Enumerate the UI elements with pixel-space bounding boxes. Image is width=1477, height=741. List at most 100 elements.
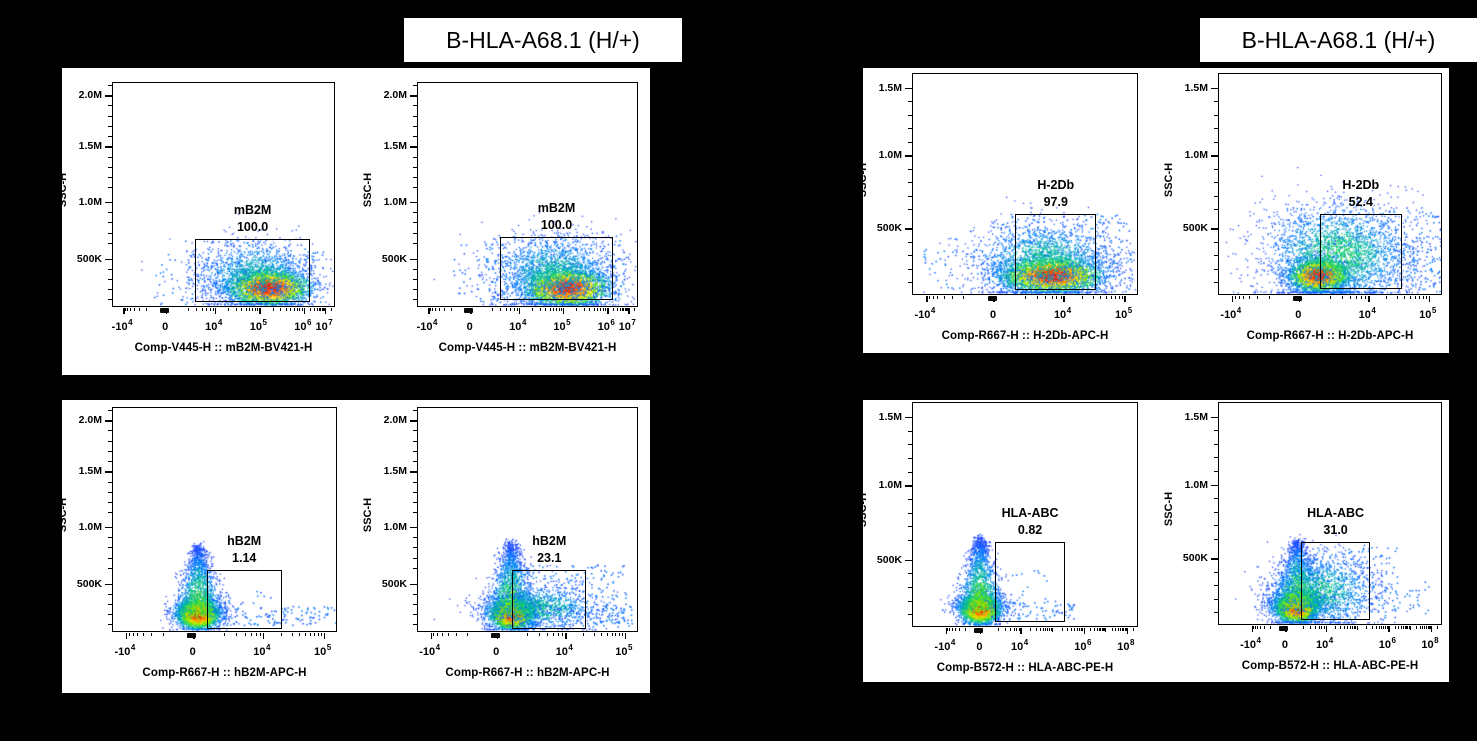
y-minor-tick xyxy=(108,547,112,549)
x-minor-tick xyxy=(932,296,934,299)
x-minor-tick xyxy=(255,633,257,636)
x-minor-tick xyxy=(1375,626,1377,629)
y-minor-tick xyxy=(1214,101,1218,103)
x-minor-tick xyxy=(437,633,439,636)
y-minor-tick xyxy=(908,195,912,197)
y-minor-tick xyxy=(413,624,417,626)
x-minor-tick xyxy=(1409,626,1411,630)
y-minor-tick xyxy=(1214,282,1218,284)
x-minor-tick xyxy=(1385,626,1387,629)
y-minor-tick xyxy=(908,268,912,270)
x-tick-label: 104 xyxy=(1054,306,1071,321)
x-minor-tick xyxy=(151,633,153,636)
x-tick-mantissa: 0 xyxy=(976,641,983,653)
y-major-tick xyxy=(410,420,417,422)
x-minor-tick xyxy=(310,308,312,311)
y-minor-tick xyxy=(108,105,112,107)
y-minor-tick xyxy=(1214,443,1218,445)
y-axis-title: SSC-H xyxy=(362,497,374,533)
x-minor-tick xyxy=(951,628,953,631)
y-minor-tick xyxy=(1214,195,1218,197)
x-tick-mantissa: 0 xyxy=(1295,309,1302,321)
y-major-tick xyxy=(1211,228,1218,230)
x-minor-tick xyxy=(320,633,322,636)
x-major-tick xyxy=(628,308,630,314)
x-minor-tick xyxy=(560,308,562,311)
x-axis-title: Comp-B572-H :: HLA-ABC-PE-H xyxy=(936,662,1114,674)
x-minor-tick xyxy=(139,308,141,311)
x-minor-tick xyxy=(1124,628,1126,631)
x-minor-tick xyxy=(209,308,211,311)
y-minor-tick xyxy=(108,176,112,178)
y-minor-tick xyxy=(108,512,112,514)
x-minor-tick xyxy=(613,308,615,311)
y-tick-label: 2.0M xyxy=(78,414,102,427)
x-minor-tick xyxy=(1334,626,1336,629)
y-minor-tick xyxy=(413,105,417,107)
y-minor-tick xyxy=(413,604,417,606)
x-minor-tick xyxy=(162,633,164,636)
y-minor-tick xyxy=(108,593,112,595)
x-minor-tick xyxy=(310,633,312,636)
x-minor-tick xyxy=(589,308,591,311)
x-tick-mantissa: 10 xyxy=(509,321,522,333)
y-minor-tick xyxy=(908,498,912,500)
x-minor-tick xyxy=(937,296,939,299)
x-tick-label: 108 xyxy=(1421,636,1438,651)
y-minor-tick xyxy=(108,232,112,234)
y-minor-tick xyxy=(413,430,417,432)
x-tick-label: -104 xyxy=(417,318,438,333)
x-minor-tick xyxy=(323,308,325,311)
y-minor-tick xyxy=(1214,585,1218,587)
y-minor-tick xyxy=(413,547,417,549)
y-minor-tick xyxy=(413,491,417,493)
x-minor-tick xyxy=(593,633,595,636)
gate-population-label: hB2M xyxy=(227,534,262,549)
y-minor-tick xyxy=(1214,598,1218,600)
x-axis-zero-tick-cluster xyxy=(159,308,169,313)
x-tick-exponent: 4 xyxy=(1023,638,1029,647)
x-minor-tick xyxy=(201,308,203,311)
x-minor-tick xyxy=(553,308,555,311)
x-minor-tick xyxy=(1111,628,1113,631)
x-minor-tick xyxy=(1268,296,1270,299)
x-minor-tick xyxy=(441,633,443,636)
x-minor-tick xyxy=(132,633,134,636)
x-minor-tick xyxy=(491,308,493,311)
x-minor-tick xyxy=(1133,628,1135,631)
y-minor-tick xyxy=(413,512,417,514)
x-minor-tick xyxy=(290,308,292,311)
y-axis-title: SSC-H xyxy=(362,172,374,208)
gate-rect xyxy=(1300,541,1371,621)
x-minor-tick xyxy=(954,628,956,631)
x-major-tick xyxy=(1368,296,1370,302)
y-tick-label: 1.5M xyxy=(1184,410,1208,423)
x-minor-tick xyxy=(1383,626,1385,629)
y-major-tick xyxy=(105,526,112,529)
y-tick-label: 500K xyxy=(1182,222,1208,235)
y-minor-tick xyxy=(108,187,112,189)
x-minor-tick xyxy=(1249,296,1251,299)
x-minor-tick xyxy=(1118,296,1120,299)
x-tick-label: 104 xyxy=(1359,306,1376,321)
x-minor-tick xyxy=(617,308,619,311)
density-scatter-canvas xyxy=(113,408,336,631)
x-major-tick xyxy=(323,633,325,639)
gate-population-label: HLA-ABC xyxy=(1001,505,1059,520)
gate-rect xyxy=(206,570,282,629)
y-minor-tick xyxy=(413,567,417,569)
x-tick-exponent: 7 xyxy=(631,318,636,327)
x-tick-exponent: 4 xyxy=(266,643,271,652)
y-minor-tick xyxy=(413,222,417,224)
y-minor-tick xyxy=(413,85,417,87)
x-minor-tick xyxy=(1254,626,1256,629)
density-scatter-canvas xyxy=(1219,74,1441,294)
x-tick-mantissa: 0 xyxy=(989,309,997,321)
x-minor-tick xyxy=(549,308,551,311)
y-minor-tick xyxy=(1214,168,1218,170)
x-minor-tick xyxy=(1428,626,1430,629)
x-minor-tick xyxy=(963,296,965,299)
x-minor-tick xyxy=(1081,296,1083,299)
x-minor-tick xyxy=(1104,628,1106,631)
x-minor-tick xyxy=(1013,628,1015,631)
